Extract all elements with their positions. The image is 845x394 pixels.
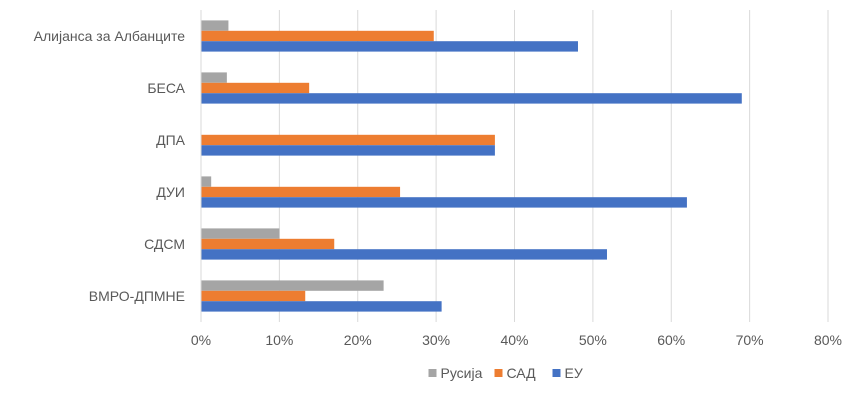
bar-eu <box>201 145 495 156</box>
category-label: ДУИ <box>156 184 185 200</box>
gridlines <box>200 10 829 322</box>
bar-russia <box>201 176 212 187</box>
bar-eu <box>201 249 607 260</box>
bars <box>201 20 742 312</box>
legend-label: ЕУ <box>565 365 583 381</box>
legend-swatch <box>552 369 561 377</box>
x-tick-label: 40% <box>500 332 528 348</box>
x-tick-label: 60% <box>657 332 685 348</box>
x-tick-label: 70% <box>736 332 764 348</box>
legend: Русија САД ЕУ <box>428 365 583 381</box>
bar-usa <box>201 290 306 302</box>
bar-russia <box>201 72 227 83</box>
category-label: СДСМ <box>144 236 185 252</box>
category-label: ВМРО-ДПМНЕ <box>89 288 185 304</box>
x-tick-label: 20% <box>344 332 372 348</box>
bar-russia <box>201 20 229 31</box>
bar-usa <box>201 82 310 94</box>
legend-label: Русија <box>441 365 483 381</box>
bar-eu <box>201 93 742 104</box>
x-tick-label: 10% <box>265 332 293 348</box>
bar-eu <box>201 41 578 52</box>
x-tick-label: 30% <box>422 332 450 348</box>
bar-usa <box>201 134 495 146</box>
bar-eu <box>201 197 687 208</box>
bar-usa <box>201 238 335 250</box>
x-tick-label: 80% <box>814 332 842 348</box>
bar-eu <box>201 301 442 312</box>
legend-swatch <box>428 369 437 377</box>
bar-russia <box>201 228 280 239</box>
category-label: БЕСА <box>147 80 185 96</box>
bar-usa <box>201 30 434 42</box>
legend-label: САД <box>507 365 537 381</box>
category-label: Алијанса за Албанците <box>34 28 186 44</box>
legend-swatch <box>494 369 503 377</box>
category-label: ДПА <box>156 132 186 148</box>
x-tick-label: 0% <box>191 332 211 348</box>
axes: 0% 10% 20% 30% 40% 50% 60% 70% 80% Алијанса за Ал… <box>34 10 842 348</box>
x-tick-label: 50% <box>579 332 607 348</box>
bar-russia <box>201 280 384 291</box>
bar-usa <box>201 186 401 198</box>
